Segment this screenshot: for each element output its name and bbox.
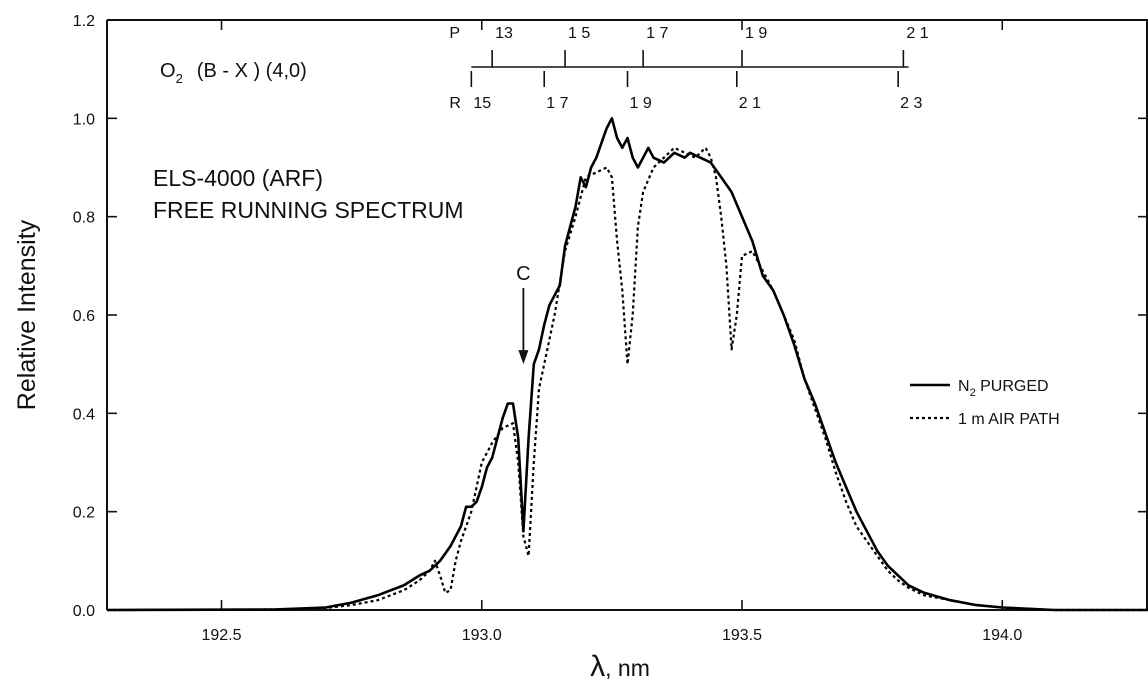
p-branch-tick-label: 1 9 <box>745 25 767 42</box>
r-branch-tick-label: 1 7 <box>546 95 568 112</box>
x-axis-lambda-symbol: λ <box>590 650 605 683</box>
series-air-path-line <box>106 146 1148 612</box>
p-branch-tick-label: 1 7 <box>646 25 668 42</box>
arrow-head <box>518 350 529 365</box>
x-axis-unit: , nm <box>605 655 650 681</box>
x-tick-label: 194.0 <box>982 627 1022 644</box>
y-tick-label: 1.0 <box>73 111 95 128</box>
y-axis-label: Relative Intensity <box>13 219 41 410</box>
annotations: C <box>516 263 531 365</box>
y-tick-label: 0.6 <box>73 308 95 325</box>
figure-title-line-1: ELS-4000 (ARF) <box>153 165 323 191</box>
arrow-label: C <box>516 263 530 285</box>
r-branch-tick-label: 2 1 <box>739 95 761 112</box>
legend-label: 1 m AIR PATH <box>958 411 1060 428</box>
r-branch-tick-label: 2 3 <box>900 95 922 112</box>
series-layer <box>106 117 1148 612</box>
legend-label: N2 PURGED <box>958 378 1049 399</box>
y-tick-label: 0.4 <box>73 406 95 423</box>
legend: N2 PURGED 1 m AIR PATH <box>910 378 1060 428</box>
y-tick-label: 0.2 <box>73 505 95 522</box>
y-tick-label: 0.0 <box>73 603 95 620</box>
p-branch-tick-label: 13 <box>495 25 513 42</box>
x-tick-label: 192.5 <box>201 627 241 644</box>
axis-ticks: 0.0 0.2 0.4 0.6 0.8 1.0 1.2 192.5 193.0 193.5 194.… <box>73 13 1148 644</box>
molecule-subscript: 2 <box>176 71 183 86</box>
y-tick-label: 0.8 <box>73 210 95 227</box>
p-branch-tick-label: 1 5 <box>568 25 590 42</box>
molecule-main: O <box>160 60 176 82</box>
rotational-branch-markers: P 13 1 5 1 7 1 9 2 1 R 15 1 7 1 9 2 1 2 3 <box>449 25 928 112</box>
series-n2-purged-line <box>106 117 1148 612</box>
molecule-transition: (B - X ) (4,0) <box>197 60 307 82</box>
x-tick-label: 193.5 <box>722 627 762 644</box>
figure-title-line-2: FREE RUNNING SPECTRUM <box>153 197 464 223</box>
r-branch-label: R <box>449 95 461 112</box>
p-branch-label: P <box>449 25 460 42</box>
molecule-label: O2 (B - X ) (4,0) <box>160 60 307 86</box>
y-tick-label: 1.2 <box>73 13 95 30</box>
x-axis-label: λ, nm <box>590 650 650 683</box>
r-branch-tick-label: 15 <box>473 95 491 112</box>
x-tick-label: 193.0 <box>462 627 502 644</box>
r-branch-tick-label: 1 9 <box>630 95 652 112</box>
p-branch-tick-label: 2 1 <box>906 25 928 42</box>
